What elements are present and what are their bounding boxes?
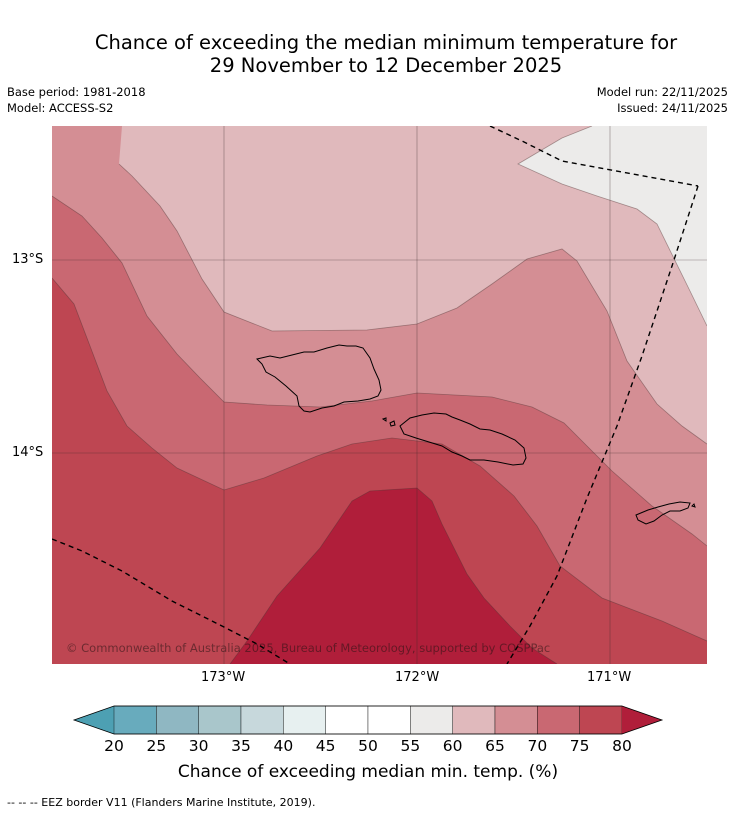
lat-label-14s: 14°S — [12, 445, 44, 460]
band-60-65 — [119, 126, 707, 444]
meta-right: Model run: 22/11/2025 Issued: 24/11/2025 — [597, 84, 728, 116]
colorbar-tick-label: 35 — [231, 737, 251, 755]
eez-line-east — [506, 185, 699, 664]
colorbar-cell — [283, 705, 326, 735]
eez-footnote: -- -- -- EEZ border V11 (Flanders Marine… — [7, 796, 316, 809]
colorbar-cell — [240, 705, 284, 735]
savaii-island — [256, 344, 382, 413]
colorbar-tick-label: 65 — [485, 737, 505, 755]
copyright-notice: © Commonwealth of Australia 2025, Bureau… — [66, 641, 551, 655]
eez-line-north — [489, 126, 699, 187]
lon-label-172w: 172°W — [395, 670, 440, 685]
colorbar-tick-label: 70 — [527, 737, 548, 755]
colorbar-tick-label: 30 — [188, 737, 209, 755]
contour-70 — [52, 195, 707, 547]
colorbar-cells — [113, 705, 623, 735]
lon-label-173w: 173°W — [201, 670, 246, 685]
coastlines — [256, 344, 696, 525]
base-period: Base period: 1981-2018 — [7, 85, 146, 99]
eez-border — [52, 126, 699, 664]
colorbar-tick-label: 75 — [569, 737, 590, 755]
band-80-plus — [230, 488, 557, 664]
manono-island — [389, 420, 396, 427]
title-line-1: Chance of exceeding the median minimum t… — [94, 31, 678, 54]
contour-lines — [52, 126, 707, 664]
contour-65 — [118, 163, 707, 445]
probability-map — [52, 126, 707, 664]
colorbar-cell — [494, 705, 538, 735]
colorbar-cell — [579, 705, 623, 735]
model-run: Model run: 22/11/2025 — [596, 85, 728, 99]
eez-line-southwest — [52, 538, 291, 664]
colorbar-cell — [367, 705, 411, 735]
colorbar-tick-label: 50 — [358, 737, 378, 755]
colorbar-tick-label: 45 — [315, 737, 336, 755]
colorbar-tick-label: 55 — [400, 737, 421, 755]
colorbar-cell — [113, 705, 157, 735]
colorbar-tick-label: 20 — [104, 737, 124, 755]
colorbar-cell — [537, 705, 580, 735]
colorbar-tick-label: 60 — [442, 737, 463, 755]
colorbar-tick-label: 25 — [146, 737, 167, 755]
contour-60 — [517, 126, 707, 327]
model-name: Model: ACCESS-S2 — [7, 101, 114, 115]
graticule — [52, 126, 707, 664]
lon-label-171w: 171°W — [587, 670, 632, 685]
colorbar-over-arrow — [622, 706, 662, 734]
colorbar-label-text: Chance of exceeding median min. temp. (%… — [177, 762, 559, 782]
colorbar — [72, 705, 664, 735]
map-title: Chance of exceeding the median minimum t… — [0, 31, 736, 77]
upolu-island — [399, 412, 527, 466]
aunuu-island — [691, 503, 696, 508]
colorbar-label: Chance of exceeding median min. temp. (%… — [0, 762, 736, 782]
colorbar-tick-label: 80 — [612, 737, 632, 755]
contour-75 — [52, 277, 707, 642]
colorbar-cell — [452, 705, 496, 735]
colorbar-cell — [156, 705, 199, 735]
contour-80 — [229, 487, 558, 664]
band-55-60 — [518, 126, 707, 326]
lat-label-13s: 13°S — [12, 252, 44, 267]
issued-date: Issued: 24/11/2025 — [617, 101, 728, 115]
colorbar-cell — [198, 705, 242, 735]
meta-left: Base period: 1981-2018 Model: ACCESS-S2 — [7, 84, 146, 116]
title-line-2: 29 November to 12 December 2025 — [209, 54, 563, 77]
colorbar-cell — [410, 705, 453, 735]
colorbar-tick-label: 40 — [273, 737, 294, 755]
colorbar-under-arrow — [74, 706, 114, 734]
colorbar-cell — [325, 705, 369, 735]
colorbar-outline — [72, 705, 664, 735]
map-panel[interactable] — [52, 126, 707, 664]
tutuila-island — [635, 501, 691, 525]
apolima-island — [381, 417, 387, 422]
